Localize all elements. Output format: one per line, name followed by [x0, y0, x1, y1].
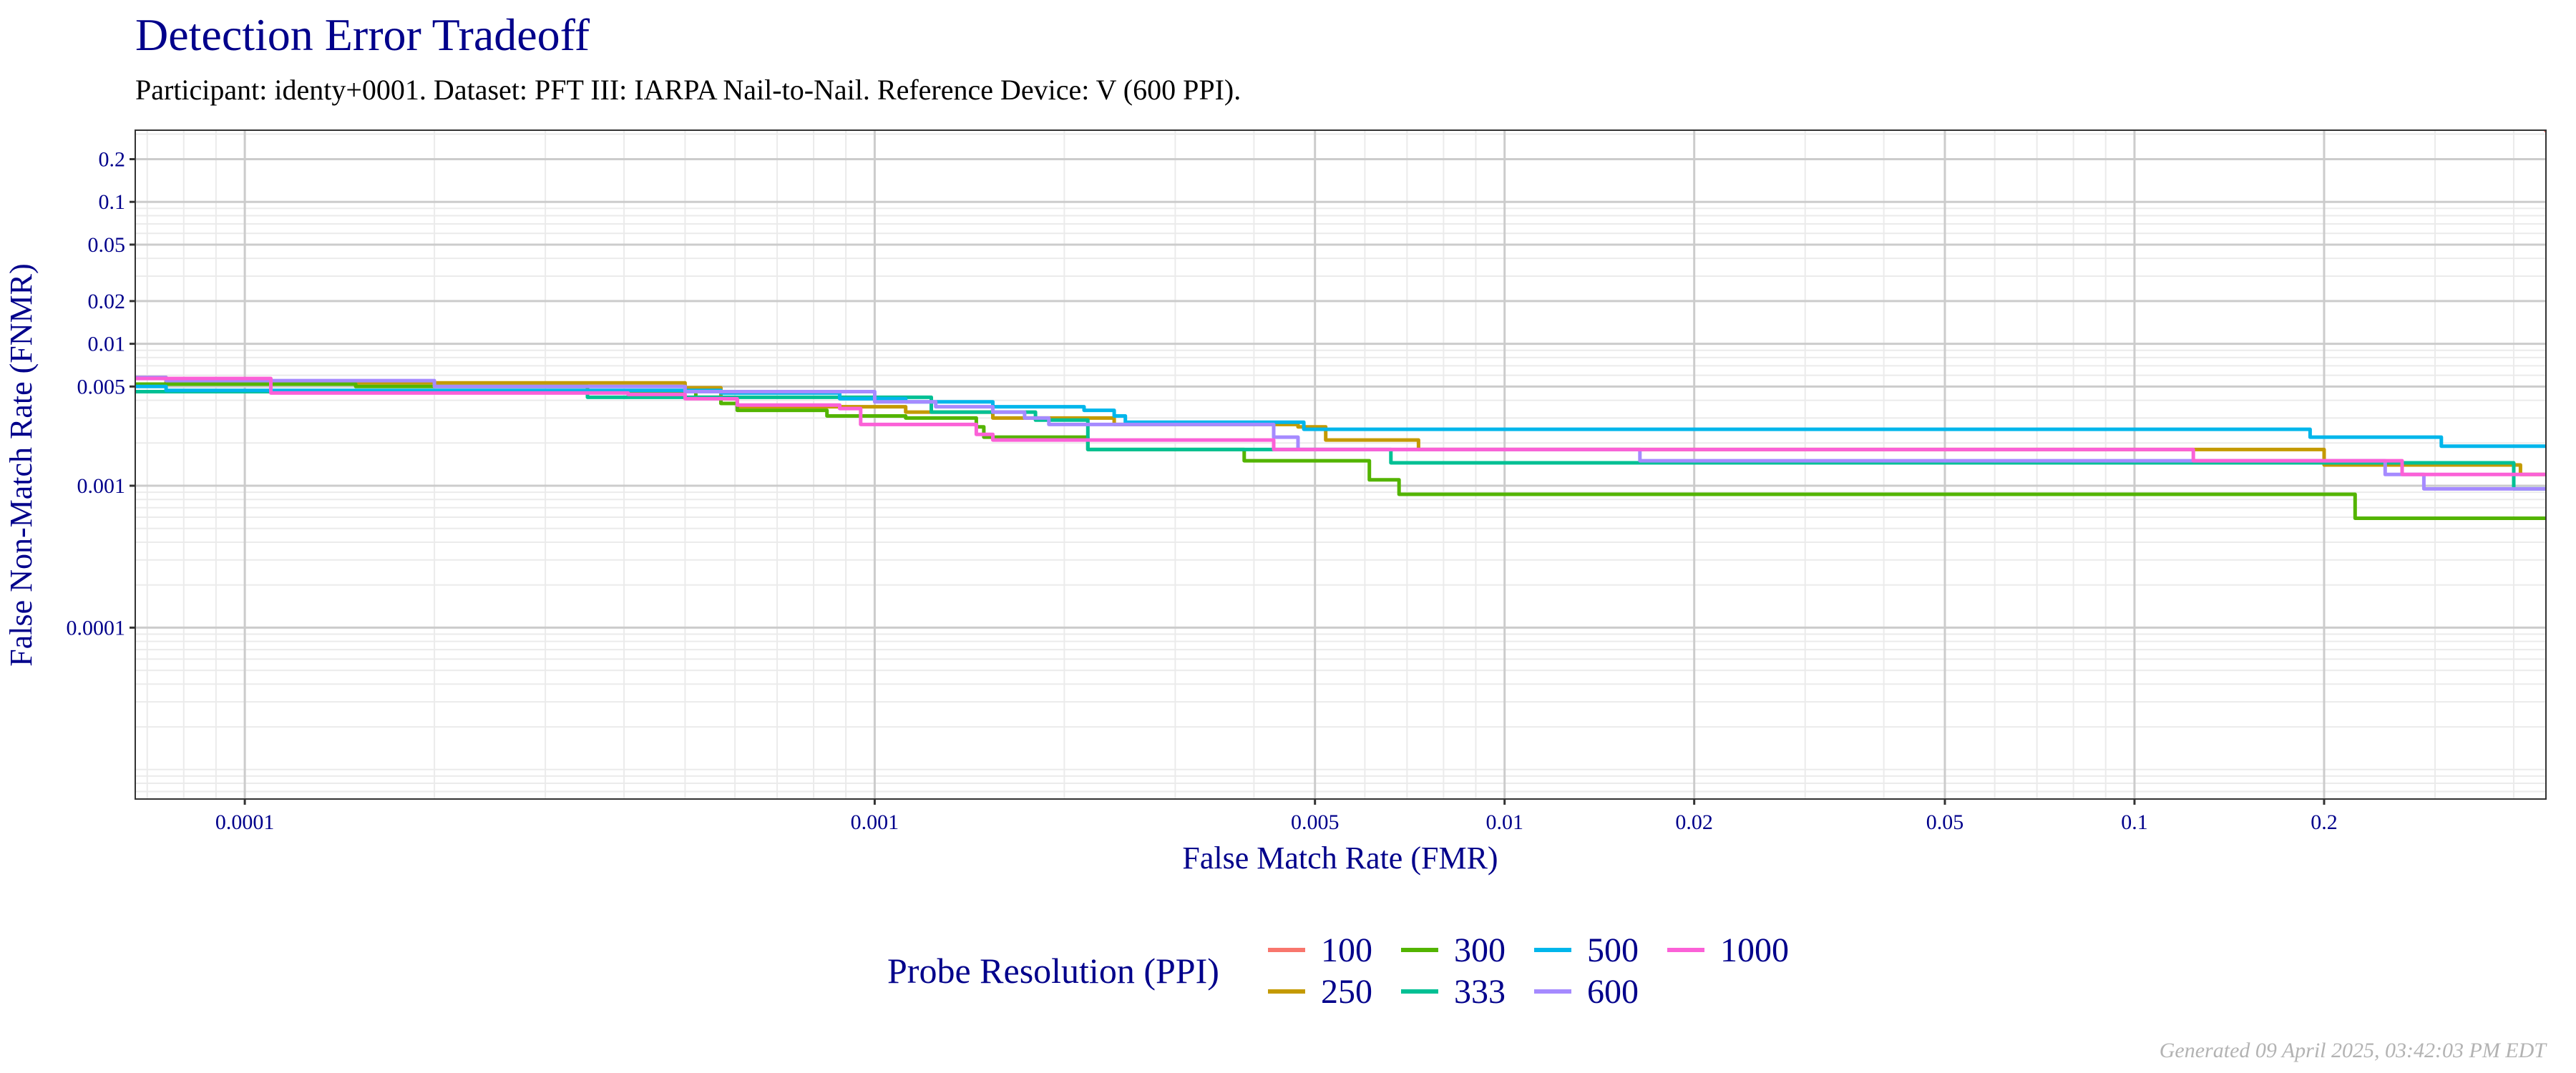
- y-axis-ticks: 0.2 0.1 0.05 0.02 0.01 0.005 0.001 0.0001: [67, 147, 135, 640]
- series-line-333-ppi: [135, 390, 2546, 491]
- y-tick-label: 0.01: [88, 333, 126, 356]
- chart-subtitle: Participant: identy+0001. Dataset: PFT I…: [135, 74, 1241, 106]
- legend-label: 1000: [1720, 931, 1789, 969]
- generated-timestamp: Generated 09 April 2025, 03:42:03 PM EDT: [2159, 1039, 2546, 1062]
- legend-swatch: [1534, 948, 1571, 952]
- legend-item-500: 500: [1534, 930, 1639, 970]
- x-axis-ticks: 0.0001 0.001 0.005 0.01 0.02 0.05 0.1 0.2: [215, 799, 2338, 834]
- x-tick-label: 0.02: [1675, 810, 1713, 834]
- y-tick-label: 0.2: [99, 147, 126, 171]
- legend-label: 100: [1321, 931, 1372, 969]
- legend-label: 300: [1454, 931, 1506, 969]
- legend-item-333: 333: [1401, 971, 1506, 1011]
- x-axis-label: False Match Rate (FMR): [1182, 841, 1498, 876]
- y-tick-label: 0.1: [99, 190, 126, 214]
- series-line-600-ppi: [135, 376, 2546, 491]
- x-tick-label: 0.2: [2311, 810, 2338, 834]
- x-tick-label: 0.005: [1291, 810, 1340, 834]
- legend-label: 250: [1321, 972, 1372, 1011]
- legend-swatch: [1667, 948, 1704, 952]
- x-tick-label: 0.001: [851, 810, 899, 834]
- chart-title: Detection Error Tradeoff: [135, 9, 590, 60]
- y-tick-label: 0.005: [77, 375, 126, 398]
- x-tick-label: 0.01: [1485, 810, 1523, 834]
- legend-item-1000: 1000: [1667, 930, 1789, 970]
- legend-label: 333: [1454, 972, 1506, 1011]
- legend-item-300: 300: [1401, 930, 1506, 970]
- series-line-1000-ppi: [135, 376, 2546, 476]
- legend-item-600: 600: [1534, 971, 1639, 1011]
- y-tick-label: 0.001: [77, 474, 126, 498]
- legend-swatch: [1401, 948, 1438, 952]
- y-tick-label: 0.02: [88, 290, 126, 313]
- legend-label: 600: [1587, 972, 1639, 1011]
- panel-border: [135, 129, 2547, 800]
- legend-swatch: [1268, 948, 1305, 952]
- legend-swatch: [1401, 989, 1438, 994]
- legend-label: 500: [1587, 931, 1639, 969]
- legend-item-100: 100: [1268, 930, 1372, 970]
- y-tick-label: 0.05: [88, 233, 126, 257]
- series-layer: [135, 130, 2546, 520]
- x-tick-label: 0.05: [1926, 810, 1964, 834]
- legend-swatch: [1268, 989, 1305, 994]
- y-axis-label: False Non-Match Rate (FNMR): [4, 263, 39, 666]
- legend-swatch: [1534, 989, 1571, 994]
- y-tick-label: 0.0001: [67, 616, 126, 640]
- x-tick-label: 0.1: [2121, 810, 2148, 834]
- legend-item-250: 250: [1268, 971, 1372, 1011]
- x-tick-label: 0.0001: [215, 810, 275, 834]
- legend-title: Probe Resolution (PPI): [887, 951, 1219, 991]
